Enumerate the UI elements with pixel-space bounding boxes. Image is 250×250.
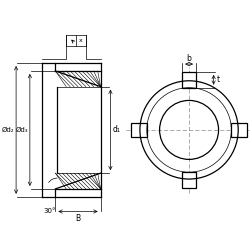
Text: d₁: d₁: [112, 126, 120, 134]
Text: b: b: [187, 54, 192, 63]
Polygon shape: [231, 123, 247, 137]
Text: B: B: [76, 214, 80, 223]
Polygon shape: [182, 72, 196, 88]
Polygon shape: [182, 172, 196, 188]
Text: Ød₃: Ød₃: [16, 127, 28, 133]
Text: t: t: [216, 75, 220, 84]
Text: 30°: 30°: [44, 208, 56, 214]
Bar: [56, 87, 100, 173]
Bar: [57, 87, 100, 173]
Polygon shape: [131, 123, 147, 137]
Text: x: x: [79, 38, 83, 43]
Text: Ød₂: Ød₂: [2, 127, 14, 133]
